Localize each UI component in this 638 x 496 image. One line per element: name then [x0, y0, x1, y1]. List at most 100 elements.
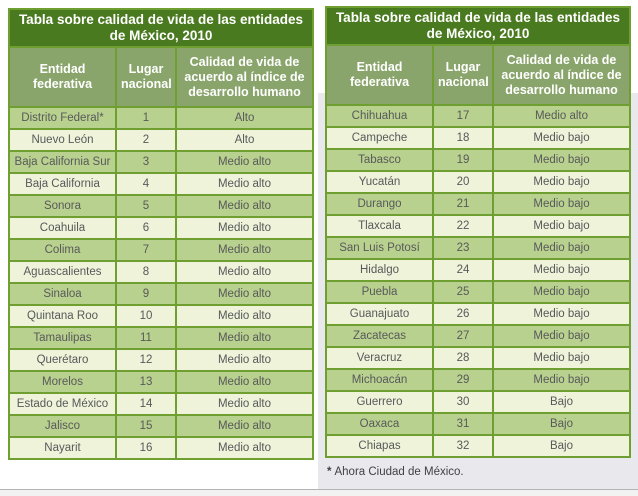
entity-cell: Distrito Federal*	[8, 106, 117, 131]
table-row: Estado de México 14 Medio alto	[8, 392, 314, 417]
quality-cell: Bajo	[492, 412, 631, 437]
quality-cell: Alto	[175, 128, 314, 153]
entity-cell: Campeche	[325, 126, 434, 151]
rank-cell: 21	[432, 192, 494, 217]
rank-cell: 31	[432, 412, 494, 437]
rank-cell: 16	[115, 436, 177, 461]
column-header-entidad: Entidad federativa	[325, 44, 434, 107]
table-row: Quintana Roo 10 Medio alto	[8, 304, 314, 329]
table-entities-1-16: Tabla sobre calidad de vida de las entid…	[8, 7, 314, 461]
rank-cell: 18	[432, 126, 494, 151]
rank-cell: 9	[115, 282, 177, 307]
table-title: Tabla sobre calidad de vida de las entid…	[325, 5, 631, 47]
quality-cell: Medio bajo	[492, 346, 631, 371]
footnote-text: Ahora Ciudad de México.	[334, 466, 464, 479]
rank-cell: 4	[115, 172, 177, 197]
entity-cell: Zacatecas	[325, 324, 434, 349]
rank-cell: 32	[432, 434, 494, 459]
column-header-entidad: Entidad federativa	[8, 46, 117, 109]
entity-cell: Sinaloa	[8, 282, 117, 307]
quality-cell: Medio bajo	[492, 236, 631, 261]
table-row: Baja California Sur 3 Medio alto	[8, 150, 314, 175]
table-row: Oaxaca 31 Bajo	[325, 412, 631, 437]
entity-cell: Tamaulipas	[8, 326, 117, 351]
entity-cell: Coahuila	[8, 216, 117, 241]
table-row: Jalisco 15 Medio alto	[8, 414, 314, 439]
quality-cell: Medio bajo	[492, 368, 631, 393]
table-row: Querétaro 12 Medio alto	[8, 348, 314, 373]
quality-table-left: Tabla sobre calidad de vida de las entid…	[8, 7, 314, 461]
table-row: Sonora 5 Medio alto	[8, 194, 314, 219]
rank-cell: 15	[115, 414, 177, 439]
quality-cell: Medio alto	[175, 304, 314, 329]
entity-cell: Guanajuato	[325, 302, 434, 327]
table-row: Campeche 18 Medio bajo	[325, 126, 631, 151]
entity-cell: Morelos	[8, 370, 117, 395]
table-body: Distrito Federal* 1 Alto Nuevo León 2 Alto Baj…	[8, 106, 314, 461]
table-row: Veracruz 28 Medio bajo	[325, 346, 631, 371]
column-header-lugar: Lugar nacional	[115, 46, 177, 109]
quality-cell: Bajo	[492, 390, 631, 415]
rank-cell: 2	[115, 128, 177, 153]
entity-cell: Baja California	[8, 172, 117, 197]
table-row: Nuevo León 2 Alto	[8, 128, 314, 153]
rank-cell: 25	[432, 280, 494, 305]
entity-cell: Tabasco	[325, 148, 434, 173]
column-header-lugar: Lugar nacional	[432, 44, 494, 107]
quality-cell: Medio bajo	[492, 258, 631, 283]
table-body: Chihuahua 17 Medio alto Campeche 18 Medio baj…	[325, 104, 631, 459]
quality-cell: Medio bajo	[492, 148, 631, 173]
quality-cell: Alto	[175, 106, 314, 131]
table-row: Puebla 25 Medio bajo	[325, 280, 631, 305]
entity-cell: Querétaro	[8, 348, 117, 373]
column-header-calidad: Calidad de vida de acuerdo al índice de …	[492, 44, 631, 107]
table-row: Hidalgo 24 Medio bajo	[325, 258, 631, 283]
table-row: Durango 21 Medio bajo	[325, 192, 631, 217]
quality-cell: Medio bajo	[492, 280, 631, 305]
table-row: Chihuahua 17 Medio alto	[325, 104, 631, 129]
quality-cell: Medio alto	[175, 326, 314, 351]
table-row: Tlaxcala 22 Medio bajo	[325, 214, 631, 239]
table-row: Aguascalientes 8 Medio alto	[8, 260, 314, 285]
table-row: Nayarit 16 Medio alto	[8, 436, 314, 461]
table-row: Tamaulipas 11 Medio alto	[8, 326, 314, 351]
table-title: Tabla sobre calidad de vida de las entid…	[8, 7, 314, 49]
entity-cell: Chiapas	[325, 434, 434, 459]
rank-cell: 8	[115, 260, 177, 285]
entity-cell: Nayarit	[8, 436, 117, 461]
quality-cell: Medio bajo	[492, 302, 631, 327]
entity-cell: Nuevo León	[8, 128, 117, 153]
table-row: Zacatecas 27 Medio bajo	[325, 324, 631, 349]
table-row: Guanajuato 26 Medio bajo	[325, 302, 631, 327]
entity-cell: Jalisco	[8, 414, 117, 439]
rank-cell: 3	[115, 150, 177, 175]
rank-cell: 17	[432, 104, 494, 129]
rank-cell: 5	[115, 194, 177, 219]
footnote: * Ahora Ciudad de México.	[325, 466, 629, 478]
table-row: Morelos 13 Medio alto	[8, 370, 314, 395]
rank-cell: 22	[432, 214, 494, 239]
quality-cell: Medio alto	[175, 392, 314, 417]
table-row: Yucatán 20 Medio bajo	[325, 170, 631, 195]
entity-cell: Veracruz	[325, 346, 434, 371]
quality-cell: Medio alto	[175, 238, 314, 263]
rank-cell: 19	[432, 148, 494, 173]
quality-cell: Medio alto	[175, 194, 314, 219]
quality-cell: Medio alto	[175, 216, 314, 241]
entity-cell: San Luis Potosí	[325, 236, 434, 261]
quality-cell: Medio bajo	[492, 170, 631, 195]
table-row: Sinaloa 9 Medio alto	[8, 282, 314, 307]
entity-cell: Durango	[325, 192, 434, 217]
rank-cell: 23	[432, 236, 494, 261]
rank-cell: 1	[115, 106, 177, 131]
entity-cell: Quintana Roo	[8, 304, 117, 329]
rank-cell: 14	[115, 392, 177, 417]
entity-cell: Guerrero	[325, 390, 434, 415]
rank-cell: 28	[432, 346, 494, 371]
rank-cell: 6	[115, 216, 177, 241]
quality-cell: Bajo	[492, 434, 631, 459]
rank-cell: 30	[432, 390, 494, 415]
quality-cell: Medio bajo	[492, 192, 631, 217]
quality-cell: Medio alto	[175, 414, 314, 439]
rank-cell: 26	[432, 302, 494, 327]
